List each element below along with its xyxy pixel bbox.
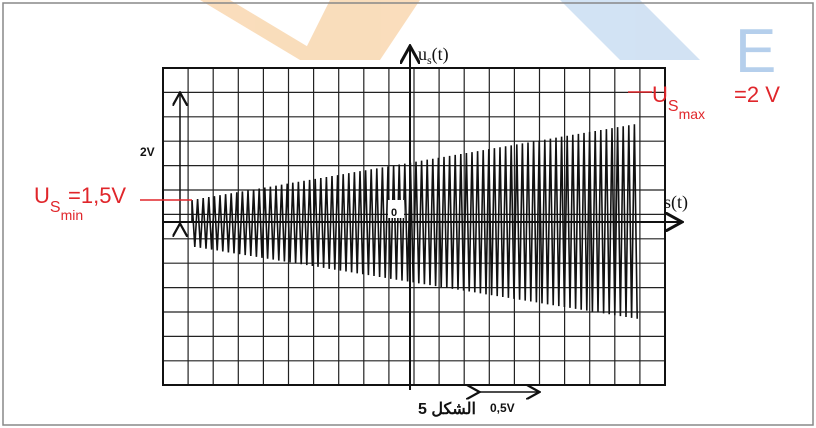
horizontal-axis-label: s(t): [664, 192, 688, 213]
caption: الشكل 5: [418, 401, 476, 418]
annotation-rest: =1,5V: [68, 183, 126, 208]
min-annotation: USmin=1,5V: [34, 183, 126, 223]
watermark: E: [200, 0, 776, 86]
origin-label: 0: [391, 207, 397, 219]
annotation-subsub: min: [61, 207, 84, 223]
vertical-axis-label: us(t): [418, 44, 449, 67]
annotation-sub: S: [50, 199, 61, 216]
label-base: u: [418, 44, 427, 64]
watermark-shape: [300, 0, 420, 60]
oscillogram-figure: E us(t) s(t) 0 2V 0,5V الشكل 5 USmin=1,5…: [0, 0, 816, 428]
annotation-base: U: [652, 82, 668, 107]
annotation-sub: S: [668, 98, 679, 115]
annotation-subsub: max: [679, 106, 705, 122]
horizontal-scale-label: 0,5V: [490, 401, 515, 415]
watermark-letter: E: [735, 17, 776, 86]
annotation-base: U: [34, 183, 50, 208]
watermark-shape: [560, 0, 700, 60]
max-annotation: USmax =2 V: [652, 82, 780, 122]
label-rest: (t): [432, 44, 449, 65]
annotation-rest: =2 V: [734, 82, 780, 107]
vertical-scale-label: 2V: [140, 145, 155, 159]
